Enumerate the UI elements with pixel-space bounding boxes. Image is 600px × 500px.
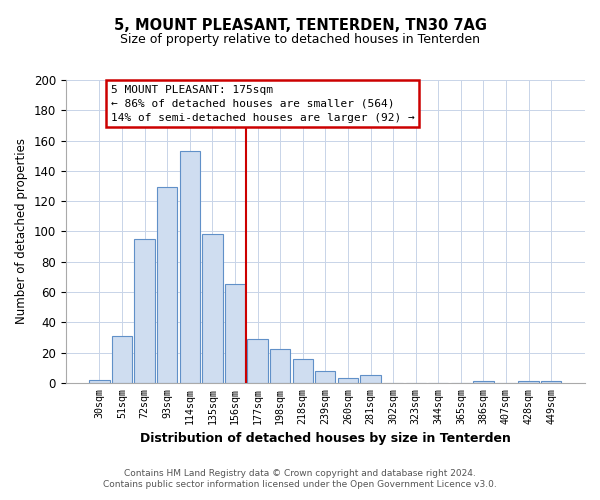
Text: Contains public sector information licensed under the Open Government Licence v3: Contains public sector information licen… [103,480,497,489]
Text: Size of property relative to detached houses in Tenterden: Size of property relative to detached ho… [120,32,480,46]
Bar [338,378,358,383]
Bar [179,151,200,383]
X-axis label: Distribution of detached houses by size in Tenterden: Distribution of detached houses by size … [140,432,511,445]
Bar [315,370,335,383]
Bar [225,284,245,383]
Bar [202,234,223,383]
Bar [473,382,494,383]
Bar [270,350,290,383]
Text: Contains HM Land Registry data © Crown copyright and database right 2024.: Contains HM Land Registry data © Crown c… [124,468,476,477]
Bar [112,336,132,383]
Bar [134,239,155,383]
Bar [157,188,178,383]
Bar [361,375,380,383]
Y-axis label: Number of detached properties: Number of detached properties [15,138,28,324]
Bar [89,380,110,383]
Bar [247,339,268,383]
Bar [541,382,562,383]
Text: 5, MOUNT PLEASANT, TENTERDEN, TN30 7AG: 5, MOUNT PLEASANT, TENTERDEN, TN30 7AG [113,18,487,32]
Text: 5 MOUNT PLEASANT: 175sqm
← 86% of detached houses are smaller (564)
14% of semi-: 5 MOUNT PLEASANT: 175sqm ← 86% of detach… [111,84,415,122]
Bar [293,358,313,383]
Bar [518,382,539,383]
